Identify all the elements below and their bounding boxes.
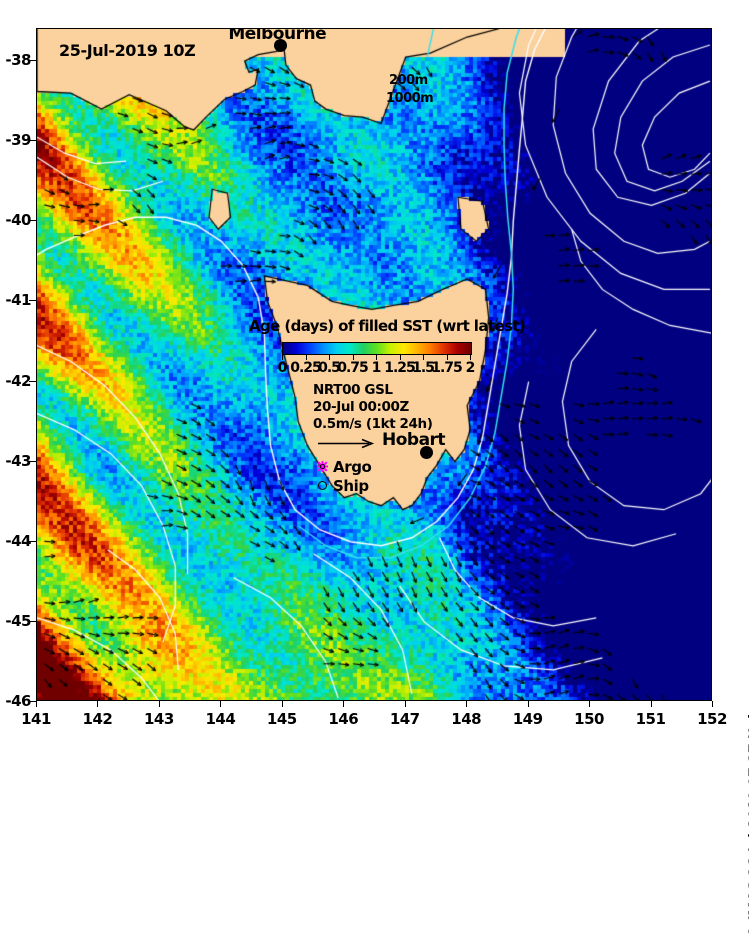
y-tick-label: -42 (5, 371, 31, 390)
city-dot-melbourne (273, 39, 287, 53)
y-tick (29, 540, 36, 542)
ship-marker-icon (311, 481, 333, 490)
colorbar-tick-label: 0 (277, 360, 288, 376)
y-tick (29, 701, 36, 702)
y-tick (29, 220, 36, 222)
y-tick-label: -39 (5, 131, 31, 150)
x-tick-label: 149 (512, 710, 543, 728)
colorbar-tick-label: 1.25 (384, 360, 416, 376)
y-tick (29, 460, 36, 462)
x-tick-label: 151 (635, 710, 666, 728)
x-tick (220, 701, 222, 707)
colorbar-tick-labels: 0 0.25 0.5 0.75 1 1.25 1.5 1.75 2 (278, 360, 476, 377)
y-tick (29, 60, 36, 62)
figure-root: 25-Jul-2019 10Z 200m 1000m Melbourne Hoba… (5, 28, 749, 938)
legend-label-ship: Ship (333, 476, 369, 495)
y-tick-label: -46 (5, 692, 31, 710)
x-tick-label: 143 (144, 710, 174, 728)
x-tick-label: 144 (205, 710, 236, 728)
map-plot-area[interactable]: 25-Jul-2019 10Z 200m 1000m Melbourne Hoba… (36, 28, 712, 701)
x-tick (466, 701, 468, 707)
colorbar-tick (305, 355, 307, 360)
colorbar-tick-label: 1.5 (412, 360, 435, 376)
x-tick (36, 701, 37, 707)
city-dot-hobart (419, 445, 433, 459)
y-tick-label: -38 (5, 51, 31, 70)
colorbar-tick-label: 0.25 (290, 360, 322, 376)
colorbar-ticks (282, 355, 472, 360)
depth-label-1000m: 1000m (386, 91, 434, 106)
x-tick-label: 142 (82, 710, 113, 728)
x-tick (281, 701, 283, 707)
argo-marker-icon (311, 461, 333, 472)
y-tick (29, 300, 36, 302)
colorbar-tick-label: 1.75 (431, 360, 463, 376)
y-tick-label: -44 (5, 531, 31, 550)
x-tick (712, 701, 713, 707)
x-tick-label: 141 (21, 710, 51, 728)
colorbar-tick (446, 355, 448, 360)
colorbar-tick-label: 1 (371, 360, 382, 376)
y-tick (29, 380, 36, 382)
colorbar-title: Age (days) of filled SST (wrt latest) (249, 317, 526, 335)
colorbar-tick-label: 0.75 (337, 360, 369, 376)
map-overlays-canvas (37, 29, 711, 700)
legend-item-argo: Argo (311, 457, 503, 476)
x-tick-label: 147 (389, 710, 420, 728)
velocity-scale-label: 0.5m/s (1kt 24h) (313, 416, 433, 432)
colorbar-tick-label: 2 (465, 360, 476, 376)
x-tick-label: 150 (574, 710, 604, 728)
marker-legend: Argo Ship (311, 457, 503, 495)
city-label-melbourne: Melbourne (228, 28, 327, 44)
x-tick (97, 701, 99, 707)
valid-time: 20-Jul 00:00Z (313, 399, 409, 415)
colorbar-tick (282, 355, 283, 360)
current-info-block: NRT00 GSL 20-Jul 00:00Z 0.5m/s (1kt 24h) (313, 382, 503, 433)
depth-label-200m: 200m (389, 73, 428, 88)
y-tick-label: -41 (5, 291, 31, 310)
colorbar-tick-label: 0.5 (318, 360, 341, 376)
colorbar-tick (423, 355, 424, 360)
legend-label-argo: Argo (333, 457, 372, 476)
city-label-hobart: Hobart (382, 430, 446, 451)
x-tick (404, 701, 406, 707)
x-tick (343, 701, 345, 707)
x-tick (589, 701, 591, 707)
x-tick-label: 152 (697, 710, 727, 728)
colorbar-tick (376, 355, 377, 360)
y-tick (29, 140, 36, 142)
x-tick (158, 701, 160, 707)
y-tick-label: -43 (5, 451, 31, 470)
legend-item-ship: Ship (311, 476, 503, 495)
y-tick-label: -40 (5, 211, 31, 230)
x-tick-label: 148 (451, 710, 482, 728)
colorbar-tick (399, 355, 401, 360)
colorbar-tick (352, 355, 354, 360)
colorbar-gradient (282, 342, 472, 355)
x-tick (650, 701, 652, 707)
x-tick (527, 701, 529, 707)
y-tick-label: -45 (5, 611, 31, 630)
colorbar-tick (329, 355, 330, 360)
x-tick-label: 145 (266, 710, 297, 728)
x-tick-label: 146 (328, 710, 359, 728)
timestamp-label: 25-Jul-2019 10Z (59, 41, 196, 60)
model-name: NRT00 GSL (313, 382, 393, 398)
colorbar-tick (470, 355, 471, 360)
velocity-scale-arrow (317, 434, 503, 453)
y-tick (29, 620, 36, 622)
